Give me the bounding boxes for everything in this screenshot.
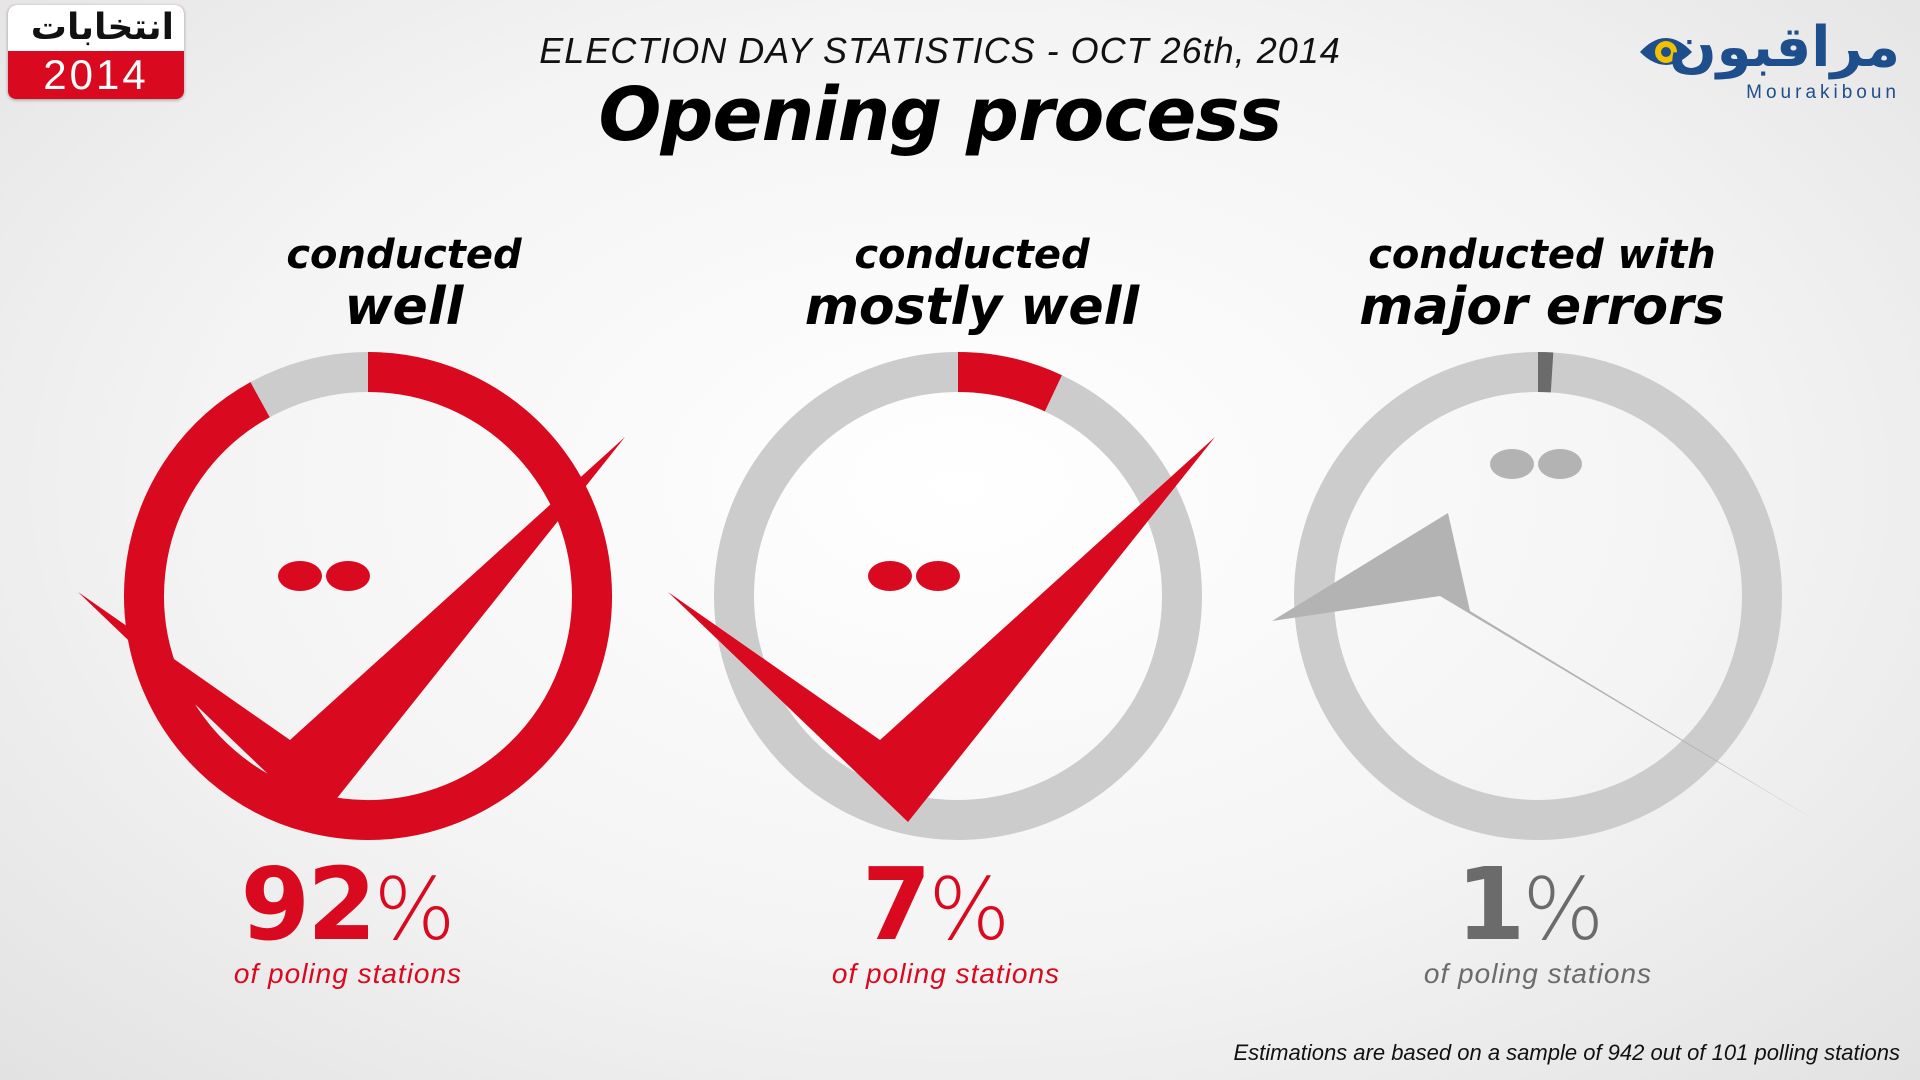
percentage-well: 92% — [148, 846, 548, 963]
dot-icon — [278, 561, 322, 591]
caption-mostly-well: of poling stations — [831, 958, 1061, 989]
check-icon — [668, 437, 1215, 822]
percent-symbol: % — [928, 860, 1011, 960]
check-icon — [1272, 513, 1813, 819]
page-subtitle: ELECTION DAY STATISTICS - OCT 26th, 2014 — [539, 30, 1341, 71]
percentage-major-errors: 1% — [1330, 846, 1730, 963]
percentage-mostly-well: 7% — [736, 846, 1136, 963]
gauge-value-arc — [124, 352, 612, 840]
caption-major-errors: of poling stations — [1423, 958, 1653, 989]
logo-top-band — [8, 5, 184, 51]
election-2014-logo: انتخابات 2014 — [8, 5, 184, 99]
caption-well: of poling stations — [233, 958, 463, 989]
dot-icon — [916, 561, 960, 591]
dot-icon — [868, 561, 912, 591]
panel-label-line2: well — [344, 277, 464, 337]
logo-arabic-text: انتخابات — [30, 7, 174, 48]
brand-arabic-name: مراقبون — [1668, 15, 1900, 80]
dot-icon — [1538, 449, 1582, 479]
logo-year: 2014 — [43, 51, 149, 98]
footnote: Estimations are based on a sample of 942… — [1233, 1040, 1900, 1065]
panel-label-line1: conducted — [286, 232, 522, 278]
panel-label-line1: conducted with — [1368, 232, 1716, 278]
dot-icon — [326, 561, 370, 591]
check-icon — [78, 437, 625, 822]
panel-label-line2: mostly well — [804, 277, 1140, 337]
panel-label-line2: major errors — [1359, 277, 1725, 337]
panel-label-well: conducted well — [154, 232, 654, 336]
panel-label-mostly-well: conducted mostly well — [722, 232, 1222, 336]
eye-icon — [1640, 38, 1692, 65]
brand-latin-name: Mourakiboun — [1746, 82, 1900, 103]
percentage-value: 1 — [1455, 846, 1526, 963]
mourakiboun-logo: مراقبون Mourakiboun — [1600, 18, 1900, 108]
dot-icon — [1490, 449, 1534, 479]
panel-label-line1: conducted — [854, 232, 1090, 278]
percent-symbol: % — [1522, 860, 1605, 960]
percentage-value: 92 — [240, 846, 377, 963]
percentage-value: 7 — [861, 846, 932, 963]
percent-symbol: % — [373, 860, 456, 960]
panel-label-major-errors: conducted with major errors — [1292, 232, 1792, 336]
gauge-value-arc — [957, 352, 1062, 412]
page-title: Opening process — [598, 72, 1283, 158]
